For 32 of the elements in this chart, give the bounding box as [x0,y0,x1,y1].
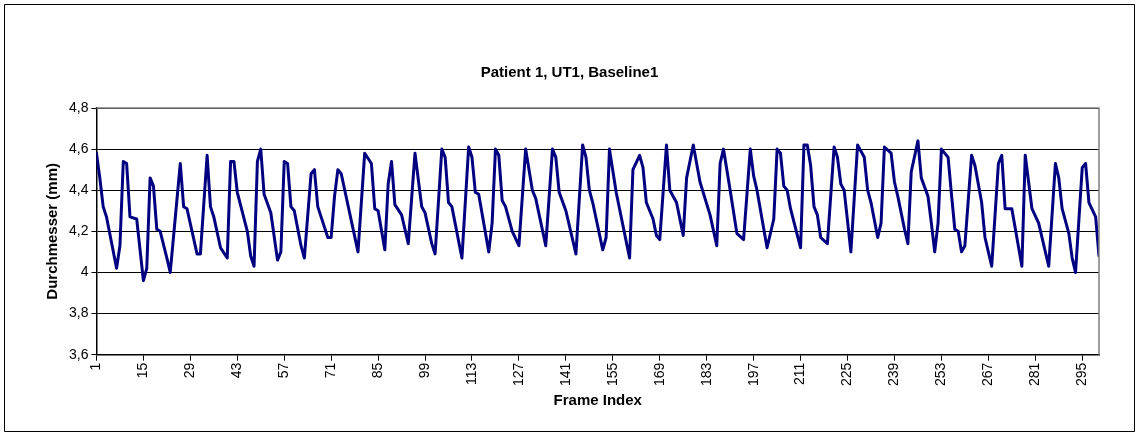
x-tick-label: 239 [885,362,902,386]
y-tick-label: 4,2 [68,222,89,239]
y-tick-label: 4,8 [68,98,89,115]
y-tick-label: 4,4 [68,181,89,198]
x-tick-label: 57 [275,362,292,379]
x-tick-label: 99 [415,362,432,379]
x-tick-label: 281 [1026,362,1043,386]
x-tick-label: 43 [228,362,245,379]
x-tick-label: 1 [87,362,104,371]
x-tick-label: 295 [1073,362,1090,386]
x-tick-label: 225 [838,362,855,386]
x-tick-label: 183 [697,362,714,386]
y-axis-title: Durchmesser (mm) [43,162,61,300]
x-tick-label: 127 [509,362,526,386]
x-tick-label: 169 [650,362,667,386]
x-tick-label: 141 [556,362,573,386]
x-tick-label: 253 [932,362,949,386]
x-tick-label: 15 [134,362,151,379]
x-tick-label: 155 [603,362,620,386]
x-tick-label: 29 [181,362,198,379]
x-tick-label: 197 [744,362,761,386]
y-tick-label: 4 [80,263,89,280]
chart-title: Patient 1, UT1, Baseline1 [480,63,659,81]
x-axis-title: Frame Index [553,391,643,409]
x-tick-label: 113 [462,362,479,385]
y-tick-label: 3,8 [68,304,89,321]
x-tick-label: 267 [979,362,996,386]
x-tick-label: 211 [791,362,808,385]
y-tick-label: 3,6 [68,345,89,362]
y-tick-label: 4,6 [68,139,89,156]
x-tick-label: 85 [368,362,385,379]
x-tick-label: 71 [322,362,339,379]
